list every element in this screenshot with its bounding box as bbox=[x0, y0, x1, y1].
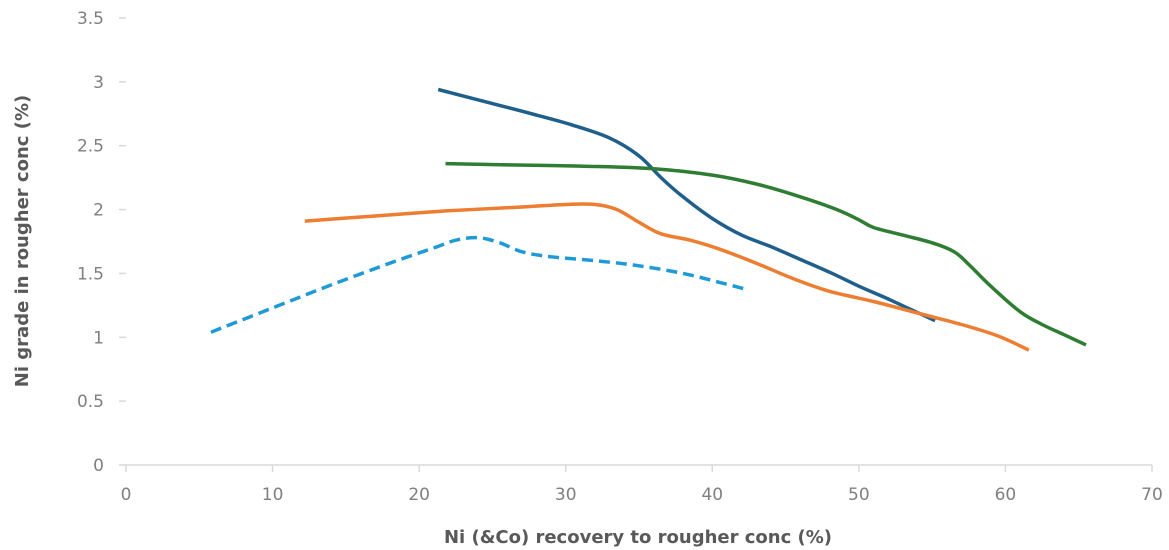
y-tick-label: 1.5 bbox=[77, 264, 104, 284]
y-tick-label: 3 bbox=[93, 73, 104, 93]
x-tick-label: 40 bbox=[701, 485, 723, 505]
series-line-3 bbox=[304, 202, 1030, 352]
x-tick-label: 50 bbox=[848, 485, 870, 505]
y-axis-title: Ni grade in rougher conc (%) bbox=[12, 95, 33, 387]
x-axis-ticks: 0 10 20 30 40 50 60 70 bbox=[121, 465, 1163, 505]
x-axis-title: Ni (&Co) recovery to rougher conc (%) bbox=[444, 527, 832, 548]
series-line-1 bbox=[437, 87, 936, 323]
y-tick-label: 0 bbox=[93, 456, 104, 476]
x-tick-label: 0 bbox=[121, 485, 132, 505]
y-tick-label: 2 bbox=[93, 201, 104, 221]
y-tick-label: 0.5 bbox=[77, 392, 104, 412]
y-tick-label: 3.5 bbox=[77, 9, 104, 29]
x-tick-label: 60 bbox=[995, 485, 1017, 505]
series-line-4 bbox=[210, 235, 750, 334]
x-tick-label: 20 bbox=[408, 485, 430, 505]
y-tick-label: 2.5 bbox=[77, 137, 104, 157]
y-axis-ticks: 0 0.5 1 1.5 2 2.5 3 3.5 bbox=[77, 9, 126, 476]
x-tick-label: 30 bbox=[555, 485, 577, 505]
x-tick-label: 70 bbox=[1141, 485, 1163, 505]
series-line-2 bbox=[445, 161, 1087, 347]
y-tick-label: 1 bbox=[93, 328, 104, 348]
series-layer bbox=[210, 87, 1087, 352]
x-tick-label: 10 bbox=[262, 485, 284, 505]
